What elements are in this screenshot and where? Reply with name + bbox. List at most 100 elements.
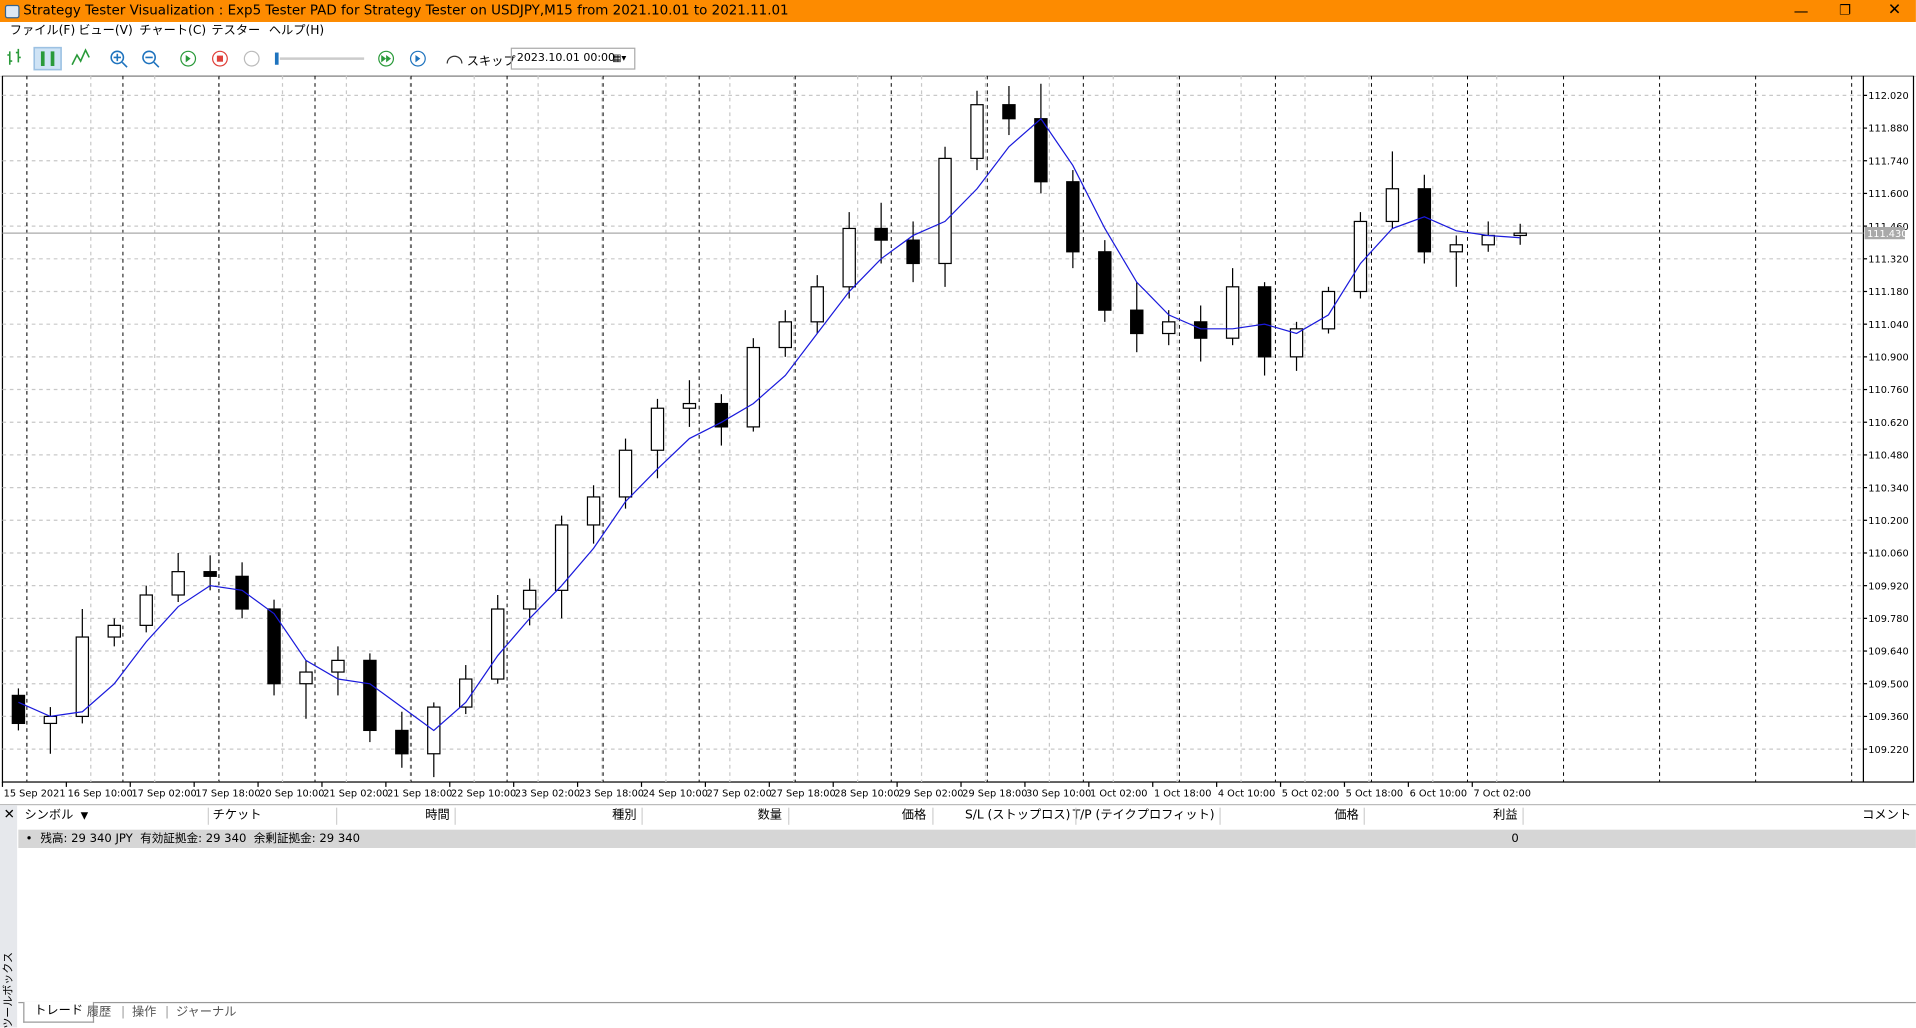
column-header[interactable]: 時間: [425, 808, 450, 823]
maximize[interactable]: ❐: [1838, 2, 1852, 19]
x-tick-label: 23 Sep 18:00: [579, 789, 644, 800]
candle-body: [714, 402, 729, 428]
zoom-in[interactable]: [110, 50, 125, 65]
candle-body: [906, 239, 920, 265]
column-header[interactable]: 数量: [757, 808, 783, 823]
title-bar: Strategy Tester Visualization : Exp5 Tes…: [0, 0, 1916, 22]
x-tick-label: 6 Oct 10:00: [1410, 789, 1467, 800]
sort-arrow[interactable]: ▼: [80, 810, 89, 822]
candle-body: [874, 227, 888, 241]
candle-body: [970, 104, 984, 160]
x-tick-label: 16 Sep 10:00: [68, 789, 133, 800]
candle-body: [1130, 309, 1144, 335]
line-chart-button[interactable]: [71, 48, 90, 66]
candle-body: [586, 496, 601, 526]
candle-body: [1161, 321, 1176, 335]
zoom-out[interactable]: [142, 50, 156, 65]
tab-separator: |: [164, 1005, 170, 1020]
toolbox-label: ツールボックス: [3, 952, 16, 1028]
x-tick-label: 23 Sep 02:00: [515, 789, 580, 800]
x-tick-label: 17 Sep 02:00: [131, 789, 196, 800]
menu-item[interactable]: ファイル(F): [9, 24, 76, 38]
column-header[interactable]: 価格: [1334, 808, 1359, 823]
y-tick-label: 109.360: [1868, 712, 1908, 723]
last-price-label: 111.430: [1867, 229, 1907, 240]
last-price-box: [1864, 227, 1905, 240]
window-title: Strategy Tester Visualization : Exp5 Tes…: [23, 2, 789, 19]
y-tick-label: 109.920: [1868, 581, 1908, 592]
date-picker[interactable]: 2023.10.01 00:00 ▦▾: [510, 47, 636, 70]
column-header[interactable]: 種別: [612, 808, 637, 823]
candle-body: [1321, 290, 1336, 330]
y-tick-label: 112.020: [1868, 91, 1908, 102]
tab-active[interactable]: トレード: [23, 1001, 95, 1023]
menu-item[interactable]: チャート(C): [139, 24, 207, 38]
menu-bar: ファイル(F) ビュー(V) チャート(C) テスター ヘルプ(H): [0, 21, 1916, 41]
column-header[interactable]: 利益: [1493, 808, 1518, 823]
chart: 109.220 109.360 109.500 109.640 109.780 109.9…: [1, 75, 1915, 800]
menu-item[interactable]: ビュー(V): [78, 24, 133, 38]
column-separator: [788, 807, 790, 825]
menu-item[interactable]: ヘルプ(H): [268, 24, 325, 38]
stop[interactable]: [211, 50, 228, 67]
minimize[interactable]: —: [1793, 2, 1809, 20]
y-tick-label: 110.060: [1868, 549, 1908, 560]
bar-chart-button[interactable]: [7, 48, 21, 65]
candle-body: [1257, 286, 1272, 358]
x-tick-label: 1 Oct 02:00: [1090, 789, 1147, 800]
column-separator: [1075, 807, 1077, 825]
play[interactable]: [180, 50, 197, 67]
candle-body: [1034, 118, 1048, 183]
row-bullet: •: [25, 832, 33, 846]
toolbox-close[interactable]: ✕: [3, 806, 15, 823]
fast-forward[interactable]: [378, 50, 395, 67]
toolbox-panel: [0, 804, 1916, 1028]
candle-body: [1225, 286, 1240, 339]
candle-button[interactable]: [33, 46, 62, 71]
tab[interactable]: 操作: [131, 1005, 157, 1020]
menu-item[interactable]: テスター: [211, 24, 261, 38]
column-header[interactable]: S/L (ストップロス): [964, 808, 1071, 823]
x-tick-label: 17 Sep 18:00: [195, 789, 260, 800]
column-header[interactable]: コメント: [1862, 808, 1912, 823]
date-value: 2023.10.01 00:00: [516, 52, 616, 65]
candle-body: [650, 407, 665, 451]
skip-button[interactable]: スキップ: [466, 54, 516, 69]
candle-body: [778, 321, 793, 349]
column-separator: [641, 807, 643, 825]
profit: 0: [1511, 832, 1519, 846]
skip-to-end[interactable]: [409, 50, 426, 67]
candle-body: [842, 227, 856, 288]
candle-body: [299, 671, 313, 685]
candle-body: [107, 624, 121, 638]
tab-separator: |: [120, 1005, 126, 1020]
balance-row[interactable]: • 残高: 29 340 JPY 有効証拠金: 29 340 余剰証拠金: 29…: [18, 829, 1916, 848]
candle-body: [11, 694, 26, 725]
column-separator: [932, 807, 934, 825]
y-tick-label: 110.620: [1868, 418, 1908, 429]
column-header[interactable]: チケット: [212, 808, 262, 823]
speed-slider[interactable]: [274, 52, 279, 65]
column-separator: [1522, 807, 1524, 825]
candle-body: [1098, 251, 1112, 311]
x-tick-label: 27 Sep 02:00: [707, 789, 772, 800]
x-tick-label: 21 Sep 18:00: [387, 789, 452, 800]
candle-body: [1481, 234, 1495, 246]
x-tick-label: 5 Oct 18:00: [1346, 789, 1403, 800]
step-back[interactable]: [243, 50, 260, 67]
x-tick-label: 7 Oct 02:00: [1473, 789, 1530, 800]
column-header[interactable]: T/P (テイクプロフィット): [1072, 808, 1215, 823]
y-tick-label: 111.740: [1868, 156, 1908, 167]
plot-area: [1, 75, 1915, 783]
x-tick-label: 5 Oct 02:00: [1282, 789, 1339, 800]
y-tick-label: 110.760: [1868, 385, 1908, 396]
column-header[interactable]: シンボル: [24, 808, 74, 823]
tab[interactable]: 履歴: [86, 1005, 112, 1020]
tab[interactable]: ジャーナル: [175, 1005, 237, 1020]
candle-body: [938, 157, 952, 265]
column-header[interactable]: 価格: [901, 808, 927, 823]
date-dropdown[interactable]: ▦▾: [612, 52, 627, 64]
close[interactable]: ✕: [1887, 1, 1902, 20]
candle-body: [395, 729, 409, 755]
